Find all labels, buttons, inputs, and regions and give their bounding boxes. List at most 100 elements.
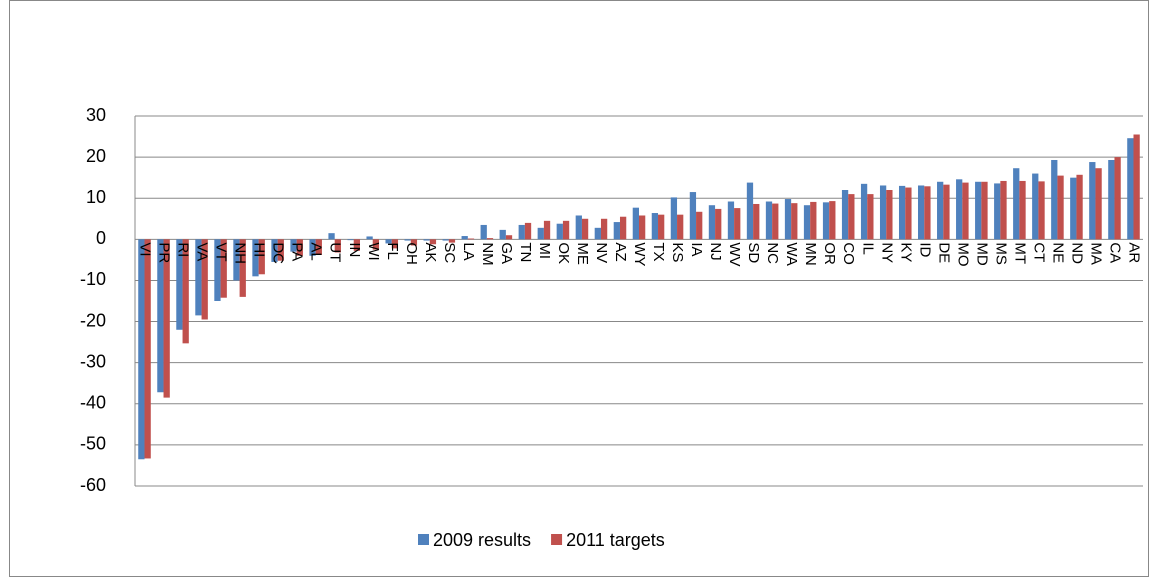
bar	[822, 202, 830, 240]
bar	[1019, 180, 1026, 240]
bar	[753, 203, 760, 240]
bar	[385, 239, 392, 244]
bar	[632, 207, 639, 240]
bar	[144, 239, 151, 459]
x-tick-label: KS	[669, 242, 686, 262]
bar	[258, 239, 265, 275]
x-tick-label: OR	[821, 242, 838, 265]
bar	[195, 239, 202, 316]
x-tick-label: AK	[422, 242, 439, 262]
bar	[347, 239, 354, 241]
bar	[924, 186, 931, 240]
bar	[163, 239, 170, 398]
bar	[271, 239, 278, 262]
bar	[391, 239, 399, 249]
bar	[423, 239, 430, 241]
bar	[1089, 162, 1096, 240]
x-tick-label: ME	[574, 242, 591, 264]
bar	[1057, 175, 1064, 240]
x-tick-label: NV	[593, 242, 610, 263]
y-tick-label: -60	[80, 475, 106, 495]
bar	[404, 239, 411, 241]
x-tick-label: NE	[1049, 242, 1066, 263]
y-tick-label: 30	[86, 105, 106, 125]
x-tick-label: ID	[916, 242, 933, 257]
bar	[461, 236, 468, 240]
bar	[639, 215, 646, 240]
x-tick-label: MS	[992, 242, 1009, 264]
bar	[429, 239, 437, 245]
bar	[543, 220, 551, 240]
bar	[715, 208, 722, 240]
bar	[290, 239, 297, 252]
bar	[1076, 174, 1083, 240]
bar	[524, 222, 532, 240]
x-tick-label: ND	[1068, 242, 1085, 264]
x-tick-label: NJ	[707, 242, 724, 260]
x-tick-label: PR	[156, 242, 173, 263]
bar	[410, 239, 418, 246]
bar	[918, 185, 925, 240]
x-tick-label: TX	[650, 242, 667, 261]
y-tick-label: 10	[86, 187, 106, 207]
bar	[765, 201, 773, 240]
bar	[505, 235, 513, 240]
x-tick-label: VT	[213, 242, 230, 261]
x-tick-label: WV	[726, 242, 743, 266]
bar	[898, 185, 906, 240]
x-tick-label: OK	[555, 242, 572, 264]
bar	[296, 239, 303, 256]
bar	[677, 214, 684, 240]
y-tick-label: 0	[96, 228, 106, 248]
bar	[366, 236, 373, 240]
bar	[784, 199, 792, 240]
x-tick-label: IA	[688, 242, 705, 256]
y-tick-label: -10	[80, 269, 106, 289]
bar	[1032, 173, 1039, 240]
bar	[829, 201, 836, 240]
bar	[214, 239, 221, 301]
bar	[233, 239, 240, 281]
x-tick-label: MI	[536, 242, 553, 259]
bar	[220, 239, 227, 298]
bar	[309, 239, 316, 256]
y-tick-label: -20	[80, 310, 106, 330]
x-tick-label: AZ	[612, 242, 629, 261]
bar	[1013, 168, 1020, 240]
bar	[746, 182, 754, 240]
x-tick-label: NY	[878, 242, 895, 263]
x-tick-label: SD	[745, 242, 762, 263]
bar	[600, 218, 608, 240]
x-tick-label: HI	[251, 242, 268, 257]
bar	[670, 197, 678, 240]
x-tick-label: TN	[517, 242, 534, 262]
bar	[956, 179, 963, 240]
x-tick-label: NM	[479, 242, 496, 265]
x-tick-label: DC	[270, 242, 287, 264]
bar	[1108, 159, 1115, 240]
x-tick-label: GA	[498, 242, 515, 264]
bar	[499, 229, 506, 240]
bar	[975, 181, 982, 240]
bar	[848, 194, 855, 240]
x-tick-label: WY	[631, 242, 648, 266]
x-tick-label: IL	[859, 242, 876, 255]
bar	[157, 239, 164, 393]
bar	[315, 239, 322, 255]
y-tick-label: -40	[80, 393, 106, 413]
bar	[480, 224, 487, 240]
bar	[651, 213, 659, 240]
bar	[962, 182, 969, 240]
bar	[138, 239, 145, 460]
x-tick-label: OH	[403, 242, 420, 264]
bar	[1114, 157, 1121, 240]
x-tick-label: KY	[897, 242, 914, 262]
legend-swatch	[551, 534, 563, 545]
x-tick-label: MO	[954, 242, 971, 266]
x-tick-label: RI	[175, 242, 192, 257]
bar	[176, 239, 183, 330]
x-tick-label: VI	[137, 242, 154, 256]
bar	[556, 223, 563, 240]
bar	[803, 205, 811, 240]
